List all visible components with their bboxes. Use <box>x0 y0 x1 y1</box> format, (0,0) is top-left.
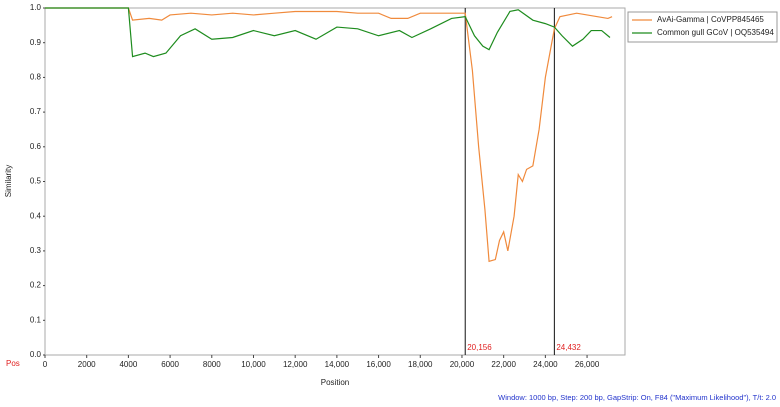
y-tick-label: 0.7 <box>30 107 42 116</box>
series-line <box>45 7 611 58</box>
y-tick-label: 0.6 <box>30 142 42 151</box>
y-tick-label: 0.9 <box>30 38 42 47</box>
legend-label: Common gull GCoV | OQ535494 <box>657 28 774 37</box>
x-tick-label: 26,000 <box>575 360 600 369</box>
plot-frame <box>44 7 626 356</box>
y-tick-label: 0.3 <box>30 246 42 255</box>
y-tick-label: 1.0 <box>30 3 42 12</box>
x-tick-label: 4000 <box>119 360 137 369</box>
y-tick-label: 0.1 <box>30 315 42 324</box>
legend-box <box>627 11 778 43</box>
x-tick-label: 14,000 <box>325 360 350 369</box>
x-axis-label: Position <box>321 378 349 387</box>
series-line <box>45 7 613 263</box>
x-tick-label: 10,000 <box>241 360 266 369</box>
x-tick-label: 16,000 <box>366 360 391 369</box>
x-tick-label: 18,000 <box>408 360 433 369</box>
legend-label: AvAi-Gamma | CoVPP845465 <box>657 15 764 24</box>
pos-label: Pos <box>6 359 20 368</box>
y-tick-label: 0.4 <box>30 211 42 220</box>
y-tick-label: 0.5 <box>30 177 42 186</box>
footer-note: Window: 1000 bp, Step: 200 bp, GapStrip:… <box>498 393 776 402</box>
x-tick-label: 0 <box>43 360 48 369</box>
x-tick-label: 6000 <box>161 360 179 369</box>
x-tick-label: 8000 <box>203 360 221 369</box>
breakpoint-label: 20,156 <box>467 343 492 352</box>
x-tick-label: 22,000 <box>491 360 516 369</box>
y-tick-label: 0.2 <box>30 281 42 290</box>
y-axis-label: Similarity <box>4 165 13 197</box>
x-tick-label: 2000 <box>78 360 96 369</box>
breakpoint-label: 24,432 <box>556 343 581 352</box>
x-tick-label: 12,000 <box>283 360 308 369</box>
y-tick-label: 0.0 <box>30 350 42 359</box>
x-tick-label: 24,000 <box>533 360 558 369</box>
x-tick-label: 20,000 <box>450 360 475 369</box>
y-tick-label: 0.8 <box>30 73 42 82</box>
